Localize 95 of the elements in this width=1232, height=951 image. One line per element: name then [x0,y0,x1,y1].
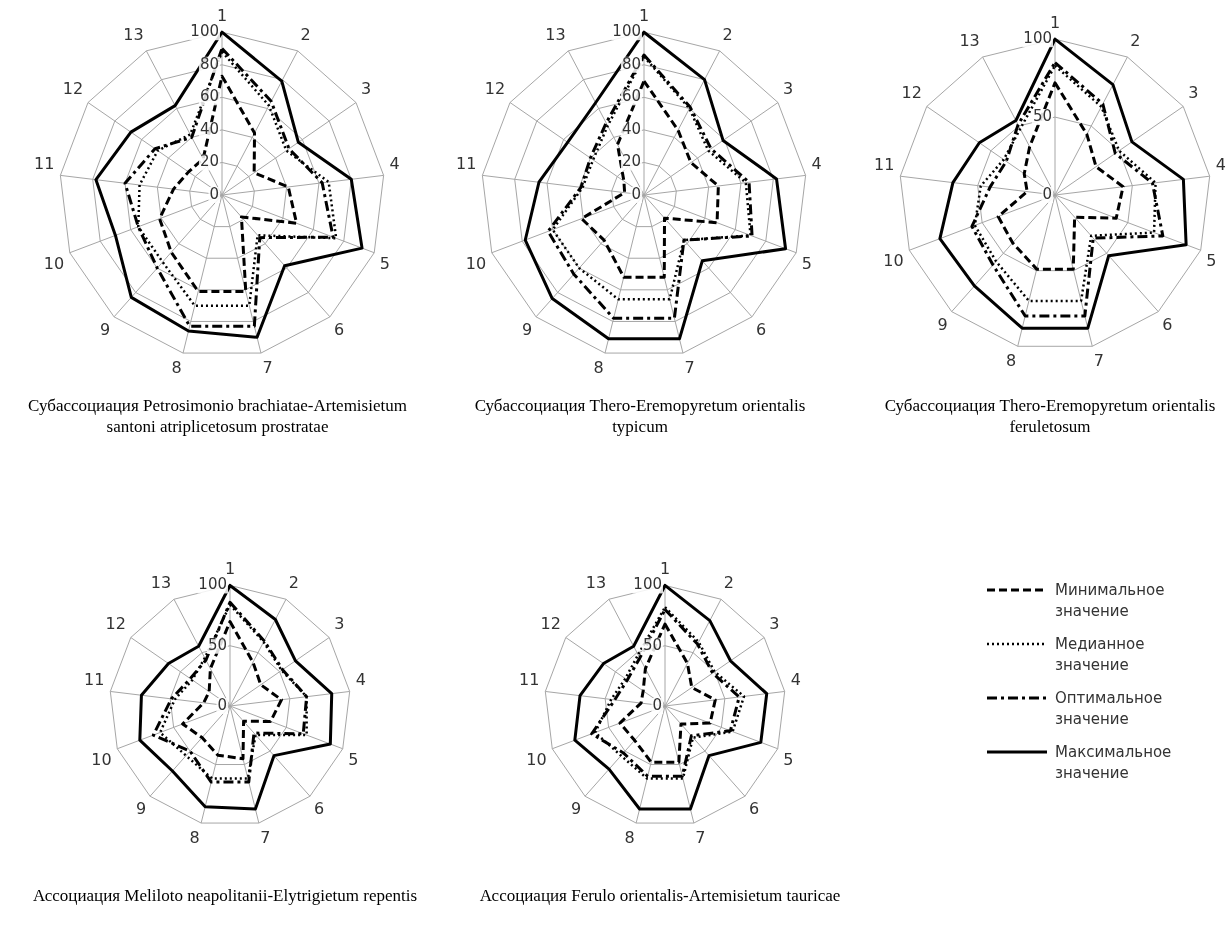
spoke-label: 10 [43,253,65,273]
spoke-label: 2 [288,573,299,593]
spoke-label: 11 [519,670,540,690]
y-tick-label: 80 [199,54,219,73]
spoke-label: 6 [313,799,325,819]
spoke-label: 2 [300,25,311,45]
spoke-label: 12 [901,82,922,102]
legend-label: Максимальное значение [1055,742,1173,784]
y-tick-label: 100 [1023,29,1052,48]
spoke-label: 7 [695,827,706,847]
spoke-label: 8 [171,357,182,377]
spoke-label: 9 [521,320,533,340]
legend-label: Оптимальное значение [1055,688,1164,730]
spoke-label: 7 [1093,350,1104,370]
spoke-label: 11 [874,155,895,175]
spoke-label: 1 [659,558,671,578]
spoke-label: 2 [1130,31,1141,51]
spoke-label: 5 [379,253,391,273]
spoke-label: 13 [585,573,607,593]
legend-label: Минимальное значение [1055,580,1166,622]
spoke-label: 5 [783,749,794,769]
y-tick-label: 60 [621,87,641,106]
spoke-label: 3 [769,613,780,633]
spoke-label: 9 [135,799,147,819]
spoke-label: 2 [722,25,733,45]
spoke-label: 13 [123,25,144,45]
spoke-label: 4 [355,670,366,690]
text: Ассоциация Meliloto neapolitanii-Elytrigietum repentis [31,885,419,906]
legend-label: Медианное значение [1055,634,1146,676]
spoke-label: 1 [224,558,236,578]
y-tick-label: 40 [621,119,641,138]
spoke-label: 6 [748,799,760,819]
text: Субассоциация Thero-Eremopyretum orientalis feruletosum [883,395,1217,437]
y-tick-label: 20 [199,152,219,171]
text: Ассоциация Ferulo orientalis-Artemisietum tauricae [478,885,842,906]
y-tick-label: 50 [1032,106,1052,125]
spoke-label: 1 [216,5,228,25]
spoke-label: 12 [484,78,506,98]
spoke-label: 10 [465,253,487,273]
y-tick-label: 40 [199,119,219,138]
y-tick-label: 0 [631,184,641,203]
spoke-label: 7 [262,357,273,377]
spoke-label: 5 [348,749,359,769]
spoke-label: 4 [811,154,822,174]
y-tick-label: 0 [217,695,227,714]
spoke-label: 3 [1188,82,1199,102]
spoke-label: 4 [389,154,400,174]
spoke-label: 1 [638,5,650,25]
spoke-label: 11 [34,154,55,174]
spoke-label: 3 [782,78,794,98]
spoke-label: 13 [545,25,566,45]
spoke-label: 4 [1215,155,1226,175]
y-tick-label: 60 [199,87,219,106]
spoke-label: 7 [684,357,695,377]
spoke-label: 9 [570,799,582,819]
spoke-label: 8 [624,827,635,847]
y-tick-label: 100 [633,575,662,594]
spoke-label: 5 [801,253,813,273]
spoke-label: 5 [1206,251,1217,271]
spoke-label: 3 [334,613,345,633]
spoke-label: 12 [105,613,126,633]
y-tick-label: 80 [621,54,641,73]
y-tick-label: 20 [621,152,641,171]
text: Субассоциация Thero-Eremopyretum orientalis typicum [473,395,807,437]
spoke-label: 11 [84,670,105,690]
spoke-label: 7 [260,827,271,847]
text: Субассоциация Petrosimonio brachiatae-Artemisietum santoni atriplicetosum prostratae [27,395,408,437]
y-tick-label: 0 [209,184,219,203]
spoke-label: 8 [1006,350,1017,370]
spoke-label: 1 [1049,12,1061,32]
spoke-label: 3 [360,78,372,98]
spoke-label: 8 [593,357,604,377]
spoke-label: 10 [91,749,112,769]
spoke-label: 6 [755,320,767,340]
y-tick-label: 100 [198,575,227,594]
spoke-label: 6 [1162,314,1173,334]
y-tick-label: 50 [207,635,227,654]
spoke-label: 12 [62,78,84,98]
spoke-label: 8 [189,827,200,847]
spoke-label: 4 [790,670,801,690]
spoke-label: 10 [883,251,904,271]
y-tick-label: 0 [652,695,662,714]
spoke-label: 13 [959,31,980,51]
spoke-label: 13 [150,573,172,593]
y-tick-label: 50 [642,635,662,654]
y-tick-label: 0 [1042,184,1052,203]
spoke-label: 6 [333,320,345,340]
spoke-label: 2 [723,573,734,593]
y-tick-label: 100 [612,22,641,41]
spoke-label: 12 [540,613,561,633]
spoke-label: 9 [937,314,948,334]
spoke-label: 10 [526,749,547,769]
y-tick-label: 100 [190,22,219,41]
spoke-label: 9 [99,320,111,340]
spoke-label: 11 [456,154,477,174]
